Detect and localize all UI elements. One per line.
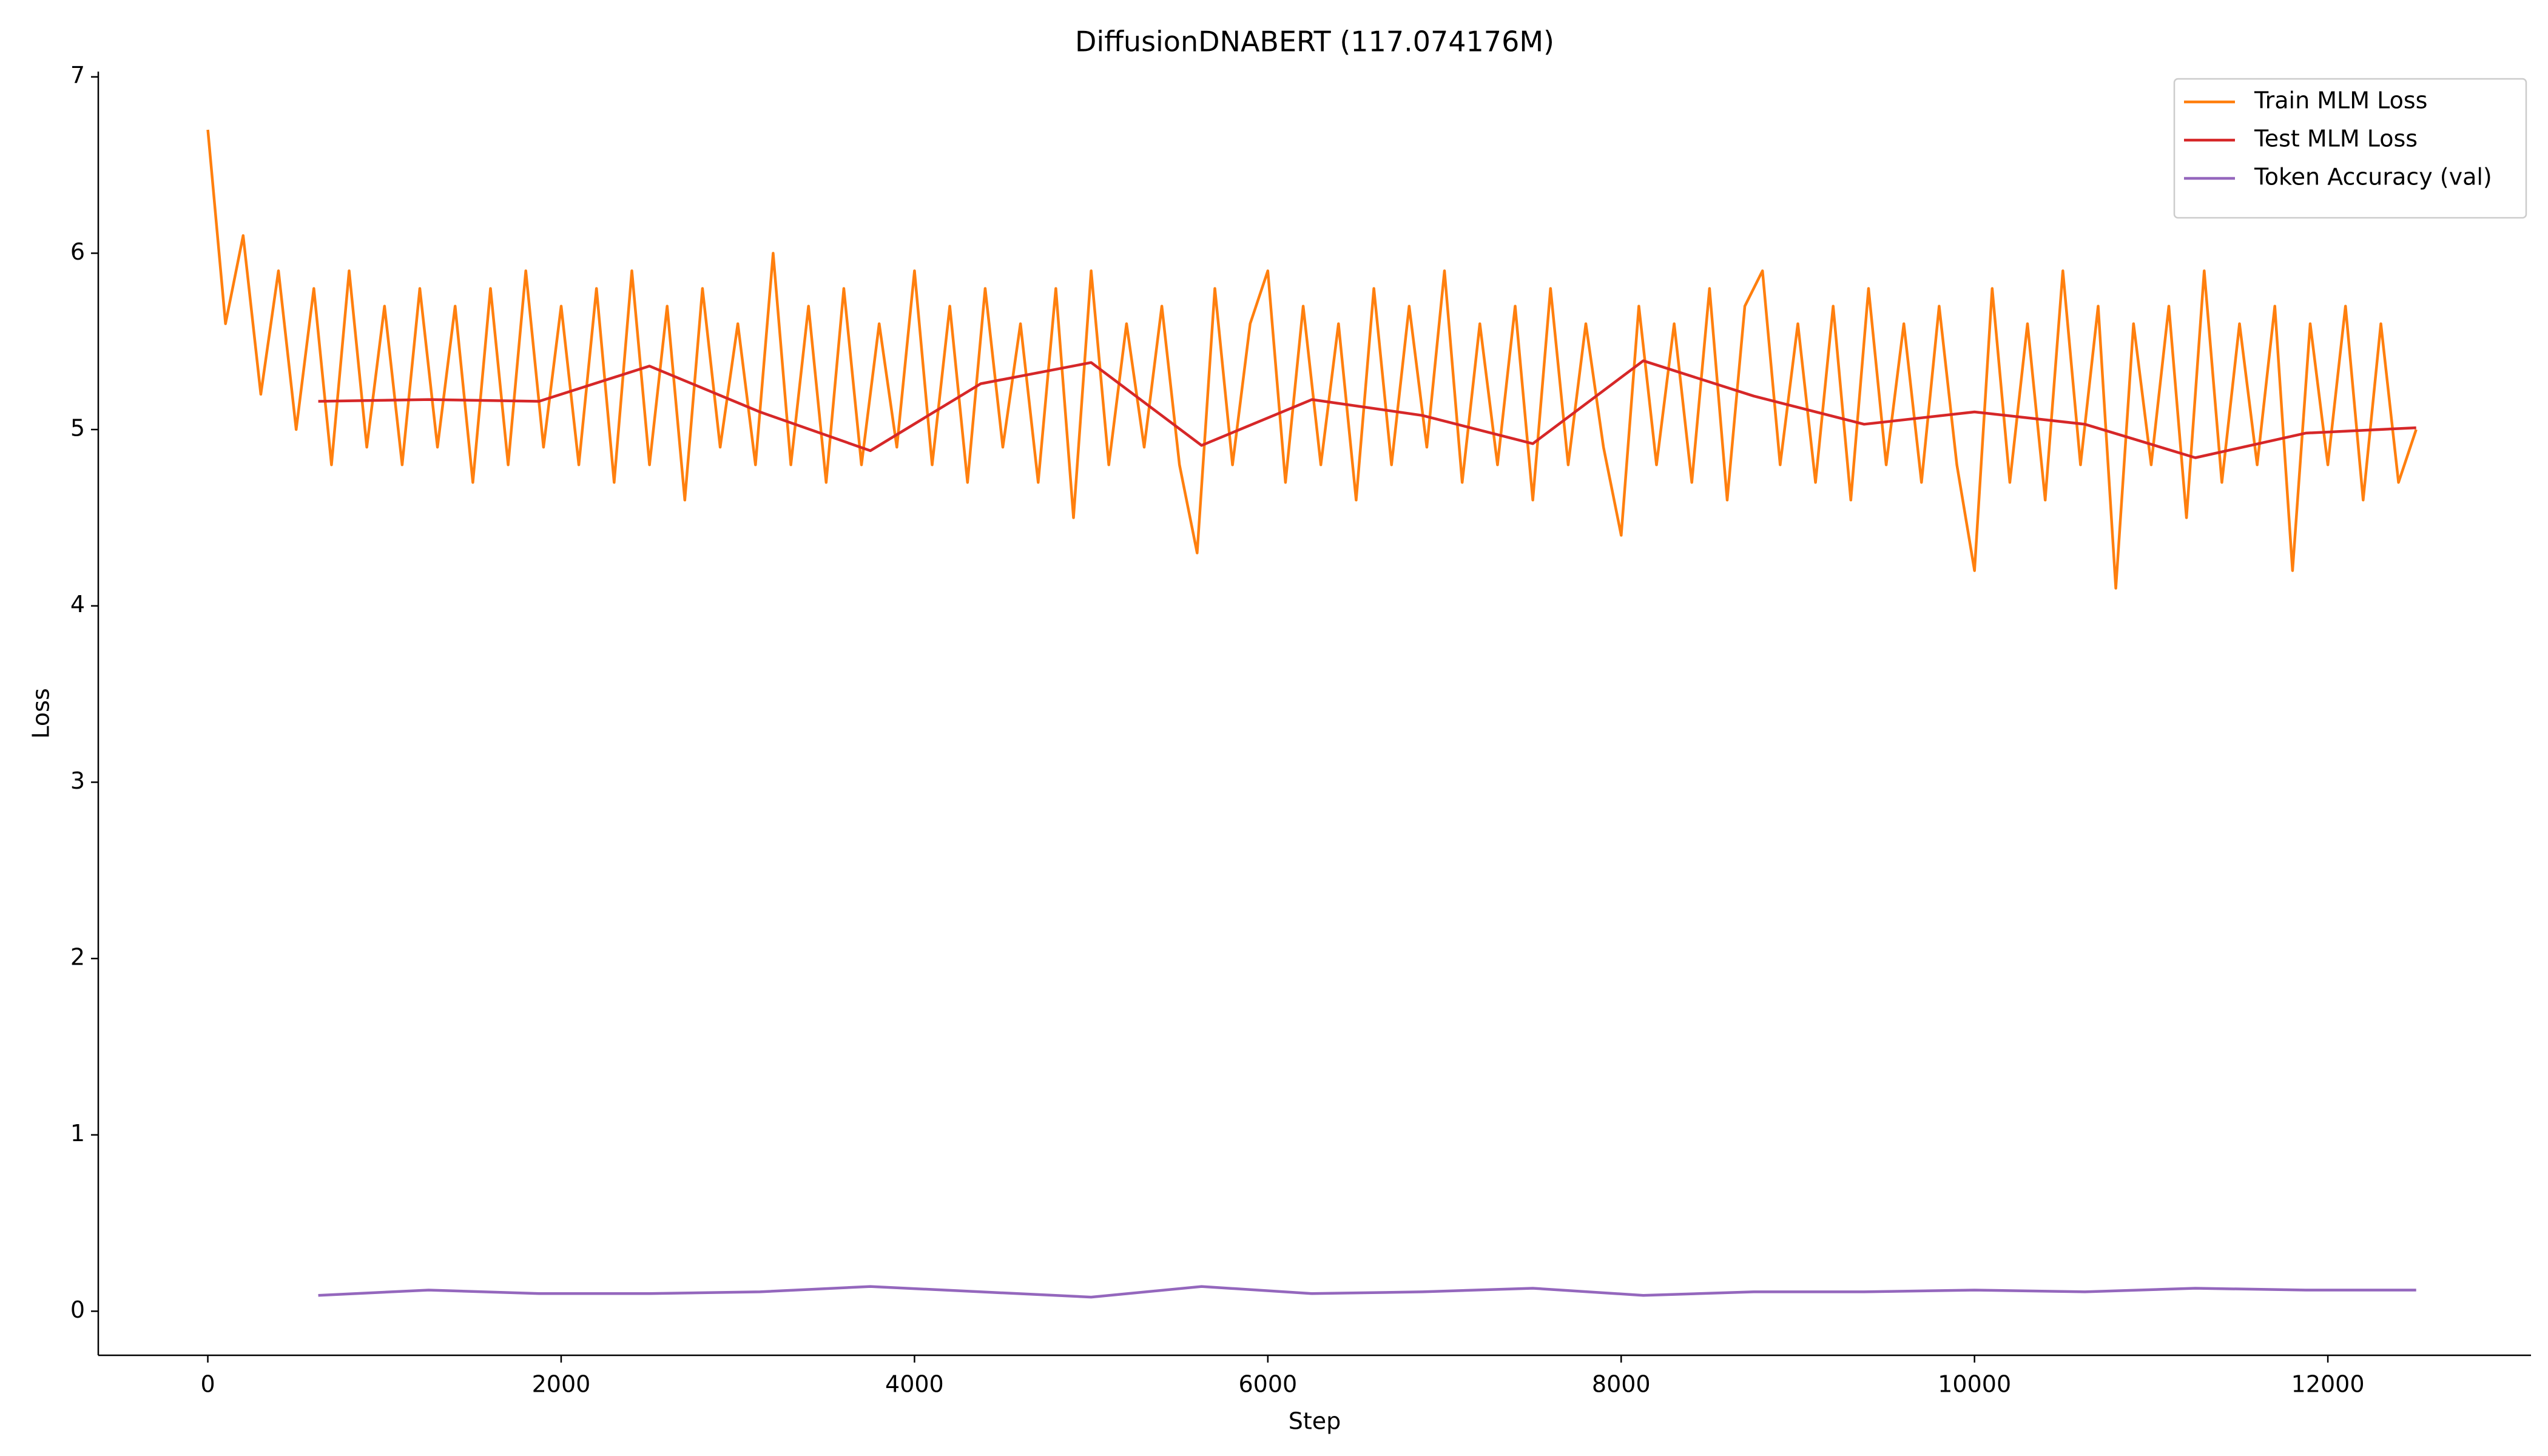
x-tick-label: 2000 bbox=[532, 1371, 591, 1398]
x-tick-label: 12000 bbox=[2291, 1371, 2365, 1398]
legend: Train MLM Loss Test MLM Loss Token Accurac… bbox=[2173, 78, 2527, 219]
x-tick-label: 10000 bbox=[1938, 1371, 2011, 1398]
y-axis-label: Loss bbox=[28, 688, 55, 738]
legend-label: Token Accuracy (val) bbox=[2254, 164, 2492, 190]
legend-box bbox=[2173, 78, 2527, 219]
series-line bbox=[318, 359, 2416, 459]
x-tick-label: 0 bbox=[200, 1371, 215, 1398]
series-line bbox=[206, 129, 2418, 590]
y-tick-label: 0 bbox=[70, 1296, 85, 1323]
x-tick-label: 6000 bbox=[1238, 1371, 1297, 1398]
legend-label: Test MLM Loss bbox=[2254, 126, 2418, 152]
y-tick-label: 7 bbox=[70, 62, 85, 89]
x-tick-label: 8000 bbox=[1592, 1371, 1651, 1398]
series-line bbox=[318, 1285, 2416, 1299]
y-tick-label: 1 bbox=[70, 1120, 85, 1147]
legend-label: Train MLM Loss bbox=[2254, 87, 2427, 114]
chart-title: DiffusionDNABERT (117.074176M) bbox=[1075, 25, 1554, 58]
y-tick-label: 4 bbox=[70, 591, 85, 618]
y-tick-label: 6 bbox=[70, 238, 85, 265]
y-tick-label: 5 bbox=[70, 415, 85, 442]
y-tick-label: 2 bbox=[70, 944, 85, 971]
x-tick-label: 4000 bbox=[885, 1371, 944, 1398]
x-axis-label: Step bbox=[1289, 1408, 1341, 1435]
y-tick-label: 3 bbox=[70, 767, 85, 794]
